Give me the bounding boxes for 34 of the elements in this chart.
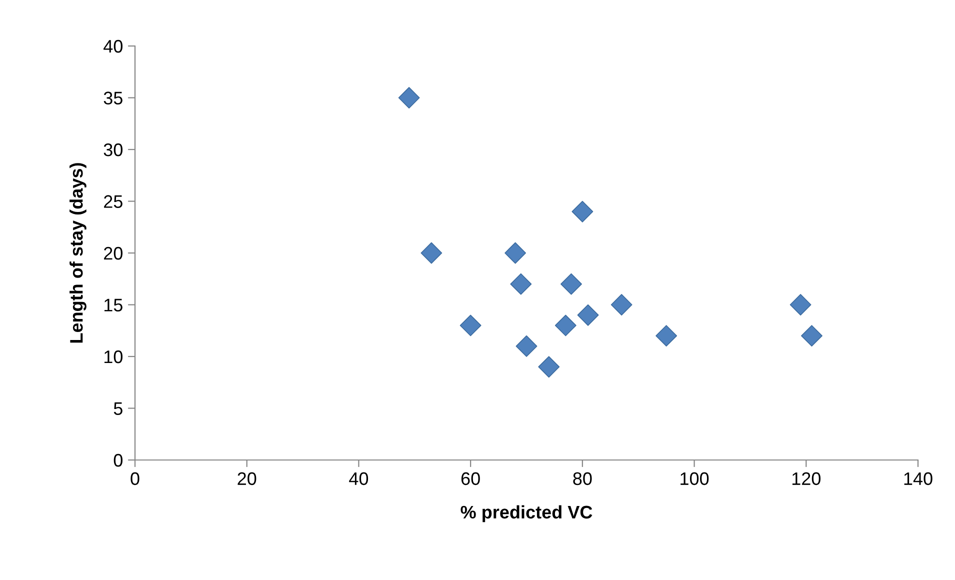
y-tick-label: 35 (104, 92, 122, 104)
y-tick-label: 15 (104, 298, 122, 312)
point (516, 335, 538, 357)
point (560, 273, 582, 295)
point (398, 87, 420, 108)
y-tick-label: 30 (104, 143, 122, 156)
x-tick-label: 120 (792, 472, 820, 486)
y-tick-label: 10 (104, 350, 122, 364)
y-axis-title: Length of stay (days) (70, 163, 86, 343)
point (420, 242, 442, 264)
y-tick-label: 20 (104, 246, 122, 260)
x-tick-label: 0 (130, 472, 140, 486)
point (554, 314, 576, 336)
y-tick-label: 25 (104, 195, 122, 208)
point (572, 200, 594, 222)
point (801, 325, 822, 347)
y-tick-label: 0 (114, 454, 122, 467)
x-tick-label: 80 (573, 472, 592, 486)
point (610, 294, 632, 316)
x-tick-label: 60 (461, 472, 480, 486)
x-tick-label: 140 (904, 472, 932, 486)
y-tick-label: 5 (114, 402, 122, 415)
point (790, 294, 812, 316)
point (577, 304, 599, 326)
x-tick-label: 40 (349, 472, 368, 486)
point (538, 356, 560, 378)
x-tick-label: 100 (680, 472, 709, 486)
point (510, 273, 532, 295)
x-tick-label: 20 (238, 472, 256, 486)
y-tick-label: 40 (104, 40, 122, 53)
x-axis-title: % predicted VC (460, 505, 592, 522)
point (504, 242, 526, 264)
point (656, 325, 678, 347)
point (460, 314, 482, 336)
